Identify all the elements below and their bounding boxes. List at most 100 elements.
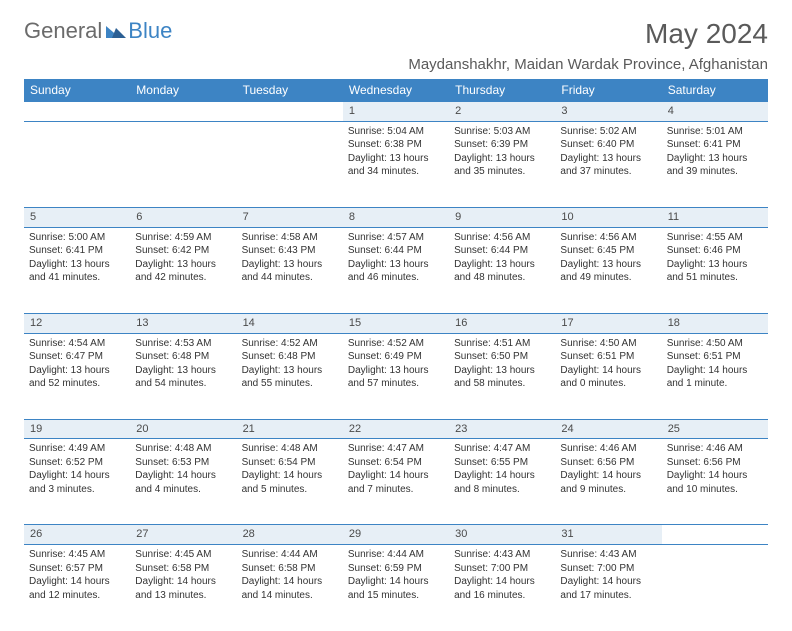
sunset-line: Sunset: 6:44 PM bbox=[454, 244, 550, 258]
day-number: 30 bbox=[449, 525, 555, 545]
daylight-line: Daylight: 14 hours and 7 minutes. bbox=[348, 469, 444, 496]
day-number: 23 bbox=[449, 419, 555, 439]
day-cell: Sunrise: 4:50 AMSunset: 6:51 PMDaylight:… bbox=[555, 333, 661, 419]
day-cell: Sunrise: 4:53 AMSunset: 6:48 PMDaylight:… bbox=[130, 333, 236, 419]
sunset-line: Sunset: 6:44 PM bbox=[348, 244, 444, 258]
sunrise-line: Sunrise: 4:43 AM bbox=[560, 548, 656, 562]
day-number: 17 bbox=[555, 313, 661, 333]
day-cell: Sunrise: 4:48 AMSunset: 6:54 PMDaylight:… bbox=[237, 439, 343, 525]
sunrise-line: Sunrise: 4:48 AM bbox=[135, 442, 231, 456]
day-number: 4 bbox=[662, 102, 768, 122]
sunset-line: Sunset: 6:57 PM bbox=[29, 562, 125, 576]
day-cell: Sunrise: 4:48 AMSunset: 6:53 PMDaylight:… bbox=[130, 439, 236, 525]
day-number: 14 bbox=[237, 313, 343, 333]
day-header-row: Sunday Monday Tuesday Wednesday Thursday… bbox=[24, 79, 768, 102]
sunrise-line: Sunrise: 4:56 AM bbox=[454, 231, 550, 245]
daylight-line: Daylight: 14 hours and 16 minutes. bbox=[454, 575, 550, 602]
day-number: 11 bbox=[662, 207, 768, 227]
day-cell: Sunrise: 4:52 AMSunset: 6:48 PMDaylight:… bbox=[237, 333, 343, 419]
day-cell bbox=[24, 121, 130, 207]
day-cell: Sunrise: 5:01 AMSunset: 6:41 PMDaylight:… bbox=[662, 121, 768, 207]
day-cell: Sunrise: 4:45 AMSunset: 6:57 PMDaylight:… bbox=[24, 545, 130, 631]
daylight-line: Daylight: 14 hours and 8 minutes. bbox=[454, 469, 550, 496]
sunset-line: Sunset: 6:56 PM bbox=[667, 456, 763, 470]
sunset-line: Sunset: 7:00 PM bbox=[560, 562, 656, 576]
day-content-row: Sunrise: 4:54 AMSunset: 6:47 PMDaylight:… bbox=[24, 333, 768, 419]
day-cell: Sunrise: 4:54 AMSunset: 6:47 PMDaylight:… bbox=[24, 333, 130, 419]
day-number: 25 bbox=[662, 419, 768, 439]
sunset-line: Sunset: 6:46 PM bbox=[667, 244, 763, 258]
sunrise-line: Sunrise: 4:46 AM bbox=[560, 442, 656, 456]
day-cell: Sunrise: 4:52 AMSunset: 6:49 PMDaylight:… bbox=[343, 333, 449, 419]
sunrise-line: Sunrise: 4:58 AM bbox=[242, 231, 338, 245]
day-header: Friday bbox=[555, 79, 661, 102]
day-number: 24 bbox=[555, 419, 661, 439]
day-cell: Sunrise: 4:44 AMSunset: 6:59 PMDaylight:… bbox=[343, 545, 449, 631]
daylight-line: Daylight: 13 hours and 37 minutes. bbox=[560, 152, 656, 179]
daylight-line: Daylight: 13 hours and 48 minutes. bbox=[454, 258, 550, 285]
logo-text-blue: Blue bbox=[128, 18, 172, 44]
day-content-row: Sunrise: 5:00 AMSunset: 6:41 PMDaylight:… bbox=[24, 227, 768, 313]
day-number: 20 bbox=[130, 419, 236, 439]
sunset-line: Sunset: 6:38 PM bbox=[348, 138, 444, 152]
sunset-line: Sunset: 6:50 PM bbox=[454, 350, 550, 364]
sunrise-line: Sunrise: 4:44 AM bbox=[348, 548, 444, 562]
daylight-line: Daylight: 13 hours and 49 minutes. bbox=[560, 258, 656, 285]
daylight-line: Daylight: 13 hours and 55 minutes. bbox=[242, 364, 338, 391]
day-cell bbox=[662, 545, 768, 631]
day-number-row: 262728293031 bbox=[24, 525, 768, 545]
daylight-line: Daylight: 13 hours and 41 minutes. bbox=[29, 258, 125, 285]
sunrise-line: Sunrise: 4:49 AM bbox=[29, 442, 125, 456]
sunset-line: Sunset: 6:58 PM bbox=[135, 562, 231, 576]
day-number: 15 bbox=[343, 313, 449, 333]
day-number: 27 bbox=[130, 525, 236, 545]
day-cell: Sunrise: 5:00 AMSunset: 6:41 PMDaylight:… bbox=[24, 227, 130, 313]
sunset-line: Sunset: 6:39 PM bbox=[454, 138, 550, 152]
daylight-line: Daylight: 14 hours and 3 minutes. bbox=[29, 469, 125, 496]
month-title: May 2024 bbox=[408, 18, 768, 50]
day-number: 8 bbox=[343, 207, 449, 227]
day-cell: Sunrise: 5:04 AMSunset: 6:38 PMDaylight:… bbox=[343, 121, 449, 207]
sunrise-line: Sunrise: 4:47 AM bbox=[454, 442, 550, 456]
day-number bbox=[24, 102, 130, 122]
sunrise-line: Sunrise: 4:51 AM bbox=[454, 337, 550, 351]
daylight-line: Daylight: 14 hours and 13 minutes. bbox=[135, 575, 231, 602]
day-header: Wednesday bbox=[343, 79, 449, 102]
day-number-row: 12131415161718 bbox=[24, 313, 768, 333]
day-cell: Sunrise: 4:56 AMSunset: 6:44 PMDaylight:… bbox=[449, 227, 555, 313]
daylight-line: Daylight: 14 hours and 0 minutes. bbox=[560, 364, 656, 391]
day-cell: Sunrise: 4:55 AMSunset: 6:46 PMDaylight:… bbox=[662, 227, 768, 313]
day-number: 3 bbox=[555, 102, 661, 122]
sunset-line: Sunset: 6:51 PM bbox=[560, 350, 656, 364]
day-cell: Sunrise: 4:50 AMSunset: 6:51 PMDaylight:… bbox=[662, 333, 768, 419]
day-number: 13 bbox=[130, 313, 236, 333]
day-content-row: Sunrise: 4:49 AMSunset: 6:52 PMDaylight:… bbox=[24, 439, 768, 525]
sunset-line: Sunset: 6:54 PM bbox=[348, 456, 444, 470]
sunrise-line: Sunrise: 5:04 AM bbox=[348, 125, 444, 139]
daylight-line: Daylight: 13 hours and 51 minutes. bbox=[667, 258, 763, 285]
day-number: 26 bbox=[24, 525, 130, 545]
day-number: 31 bbox=[555, 525, 661, 545]
day-number: 29 bbox=[343, 525, 449, 545]
sunset-line: Sunset: 6:45 PM bbox=[560, 244, 656, 258]
sunrise-line: Sunrise: 4:52 AM bbox=[348, 337, 444, 351]
sunrise-line: Sunrise: 4:47 AM bbox=[348, 442, 444, 456]
sunrise-line: Sunrise: 4:48 AM bbox=[242, 442, 338, 456]
day-cell: Sunrise: 5:02 AMSunset: 6:40 PMDaylight:… bbox=[555, 121, 661, 207]
day-cell: Sunrise: 4:43 AMSunset: 7:00 PMDaylight:… bbox=[555, 545, 661, 631]
sunset-line: Sunset: 6:41 PM bbox=[667, 138, 763, 152]
day-cell: Sunrise: 4:45 AMSunset: 6:58 PMDaylight:… bbox=[130, 545, 236, 631]
day-number: 5 bbox=[24, 207, 130, 227]
sunrise-line: Sunrise: 4:56 AM bbox=[560, 231, 656, 245]
day-content-row: Sunrise: 4:45 AMSunset: 6:57 PMDaylight:… bbox=[24, 545, 768, 631]
sunset-line: Sunset: 6:53 PM bbox=[135, 456, 231, 470]
header: General Blue May 2024 Maydanshakhr, Maid… bbox=[24, 18, 768, 73]
sunrise-line: Sunrise: 4:55 AM bbox=[667, 231, 763, 245]
daylight-line: Daylight: 13 hours and 54 minutes. bbox=[135, 364, 231, 391]
daylight-line: Daylight: 13 hours and 39 minutes. bbox=[667, 152, 763, 179]
daylight-line: Daylight: 14 hours and 15 minutes. bbox=[348, 575, 444, 602]
sunset-line: Sunset: 6:48 PM bbox=[242, 350, 338, 364]
sunset-line: Sunset: 6:47 PM bbox=[29, 350, 125, 364]
daylight-line: Daylight: 14 hours and 17 minutes. bbox=[560, 575, 656, 602]
sunrise-line: Sunrise: 4:50 AM bbox=[560, 337, 656, 351]
